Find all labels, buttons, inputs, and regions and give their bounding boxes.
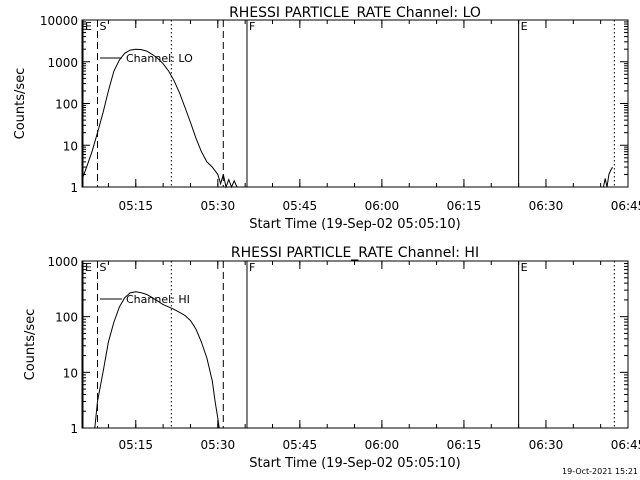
x-tick-label: 05:15 [118,438,153,452]
x-tick-label: 06:00 [365,438,400,452]
event-marker-label: S [99,261,106,274]
x-axis-label: Start Time (19-Sep-02 05:05:10) [249,456,460,471]
y-tick-label: 100 [55,311,78,325]
plot-panel-hi: RHESSI PARTICLE_RATE Channel: HI 1 10 100 10… [23,245,640,471]
event-marker-label: E [521,20,528,33]
x-tick-label: 06:30 [529,438,564,452]
x-tick-label: 05:30 [201,199,236,213]
y-tick-label: 10 [63,139,78,153]
y-tick-label: 100 [55,98,78,112]
legend-label: Channel: HI [126,293,190,306]
x-tick-label: 05:30 [201,438,236,452]
x-tick-label: 06:45 [611,199,640,213]
x-tick-label: 06:00 [365,199,400,213]
y-tick-label: 1000 [47,255,78,269]
plot-frame [81,19,629,188]
y-tick-label: 1000 [47,56,78,70]
x-tick-label: 05:45 [283,199,318,213]
y-tick-label: 10 [63,366,78,380]
plot-frame [81,260,629,429]
x-tick-label: 06:30 [529,199,564,213]
y-tick-label: 10000 [40,14,78,28]
y-tick-label: 1 [70,422,78,436]
data-series-line [94,291,220,429]
event-marker-label: F [249,261,255,274]
x-tick-label: 06:15 [447,199,482,213]
y-axis-label: Counts/sec [23,309,38,381]
x-tick-label: 06:15 [447,438,482,452]
y-axis-label: Counts/sec [13,68,28,140]
generation-timestamp: 19-Oct-2021 15:21 [562,467,638,476]
data-series-line [81,48,238,189]
event-marker-label: E [521,261,528,274]
y-tick-label: 1 [70,181,78,195]
event-marker-label: E [85,261,92,274]
chart-title: RHESSI PARTICLE_RATE Channel: HI [231,245,479,261]
legend-label: Channel: LO [126,52,193,65]
x-tick-label: 06:45 [611,438,640,452]
data-series-line [602,166,613,188]
x-tick-label: 05:15 [118,199,153,213]
event-marker-label: S [99,20,106,33]
x-axis-label: Start Time (19-Sep-02 05:05:10) [249,217,460,232]
plot-panel-lo: RHESSI PARTICLE_RATE Channel: LO 1 10 100 10… [13,5,640,232]
x-tick-label: 05:45 [283,438,318,452]
event-marker-label: F [249,20,255,33]
event-marker-label: E [85,20,92,33]
chart-title: RHESSI PARTICLE_RATE Channel: LO [229,5,481,21]
